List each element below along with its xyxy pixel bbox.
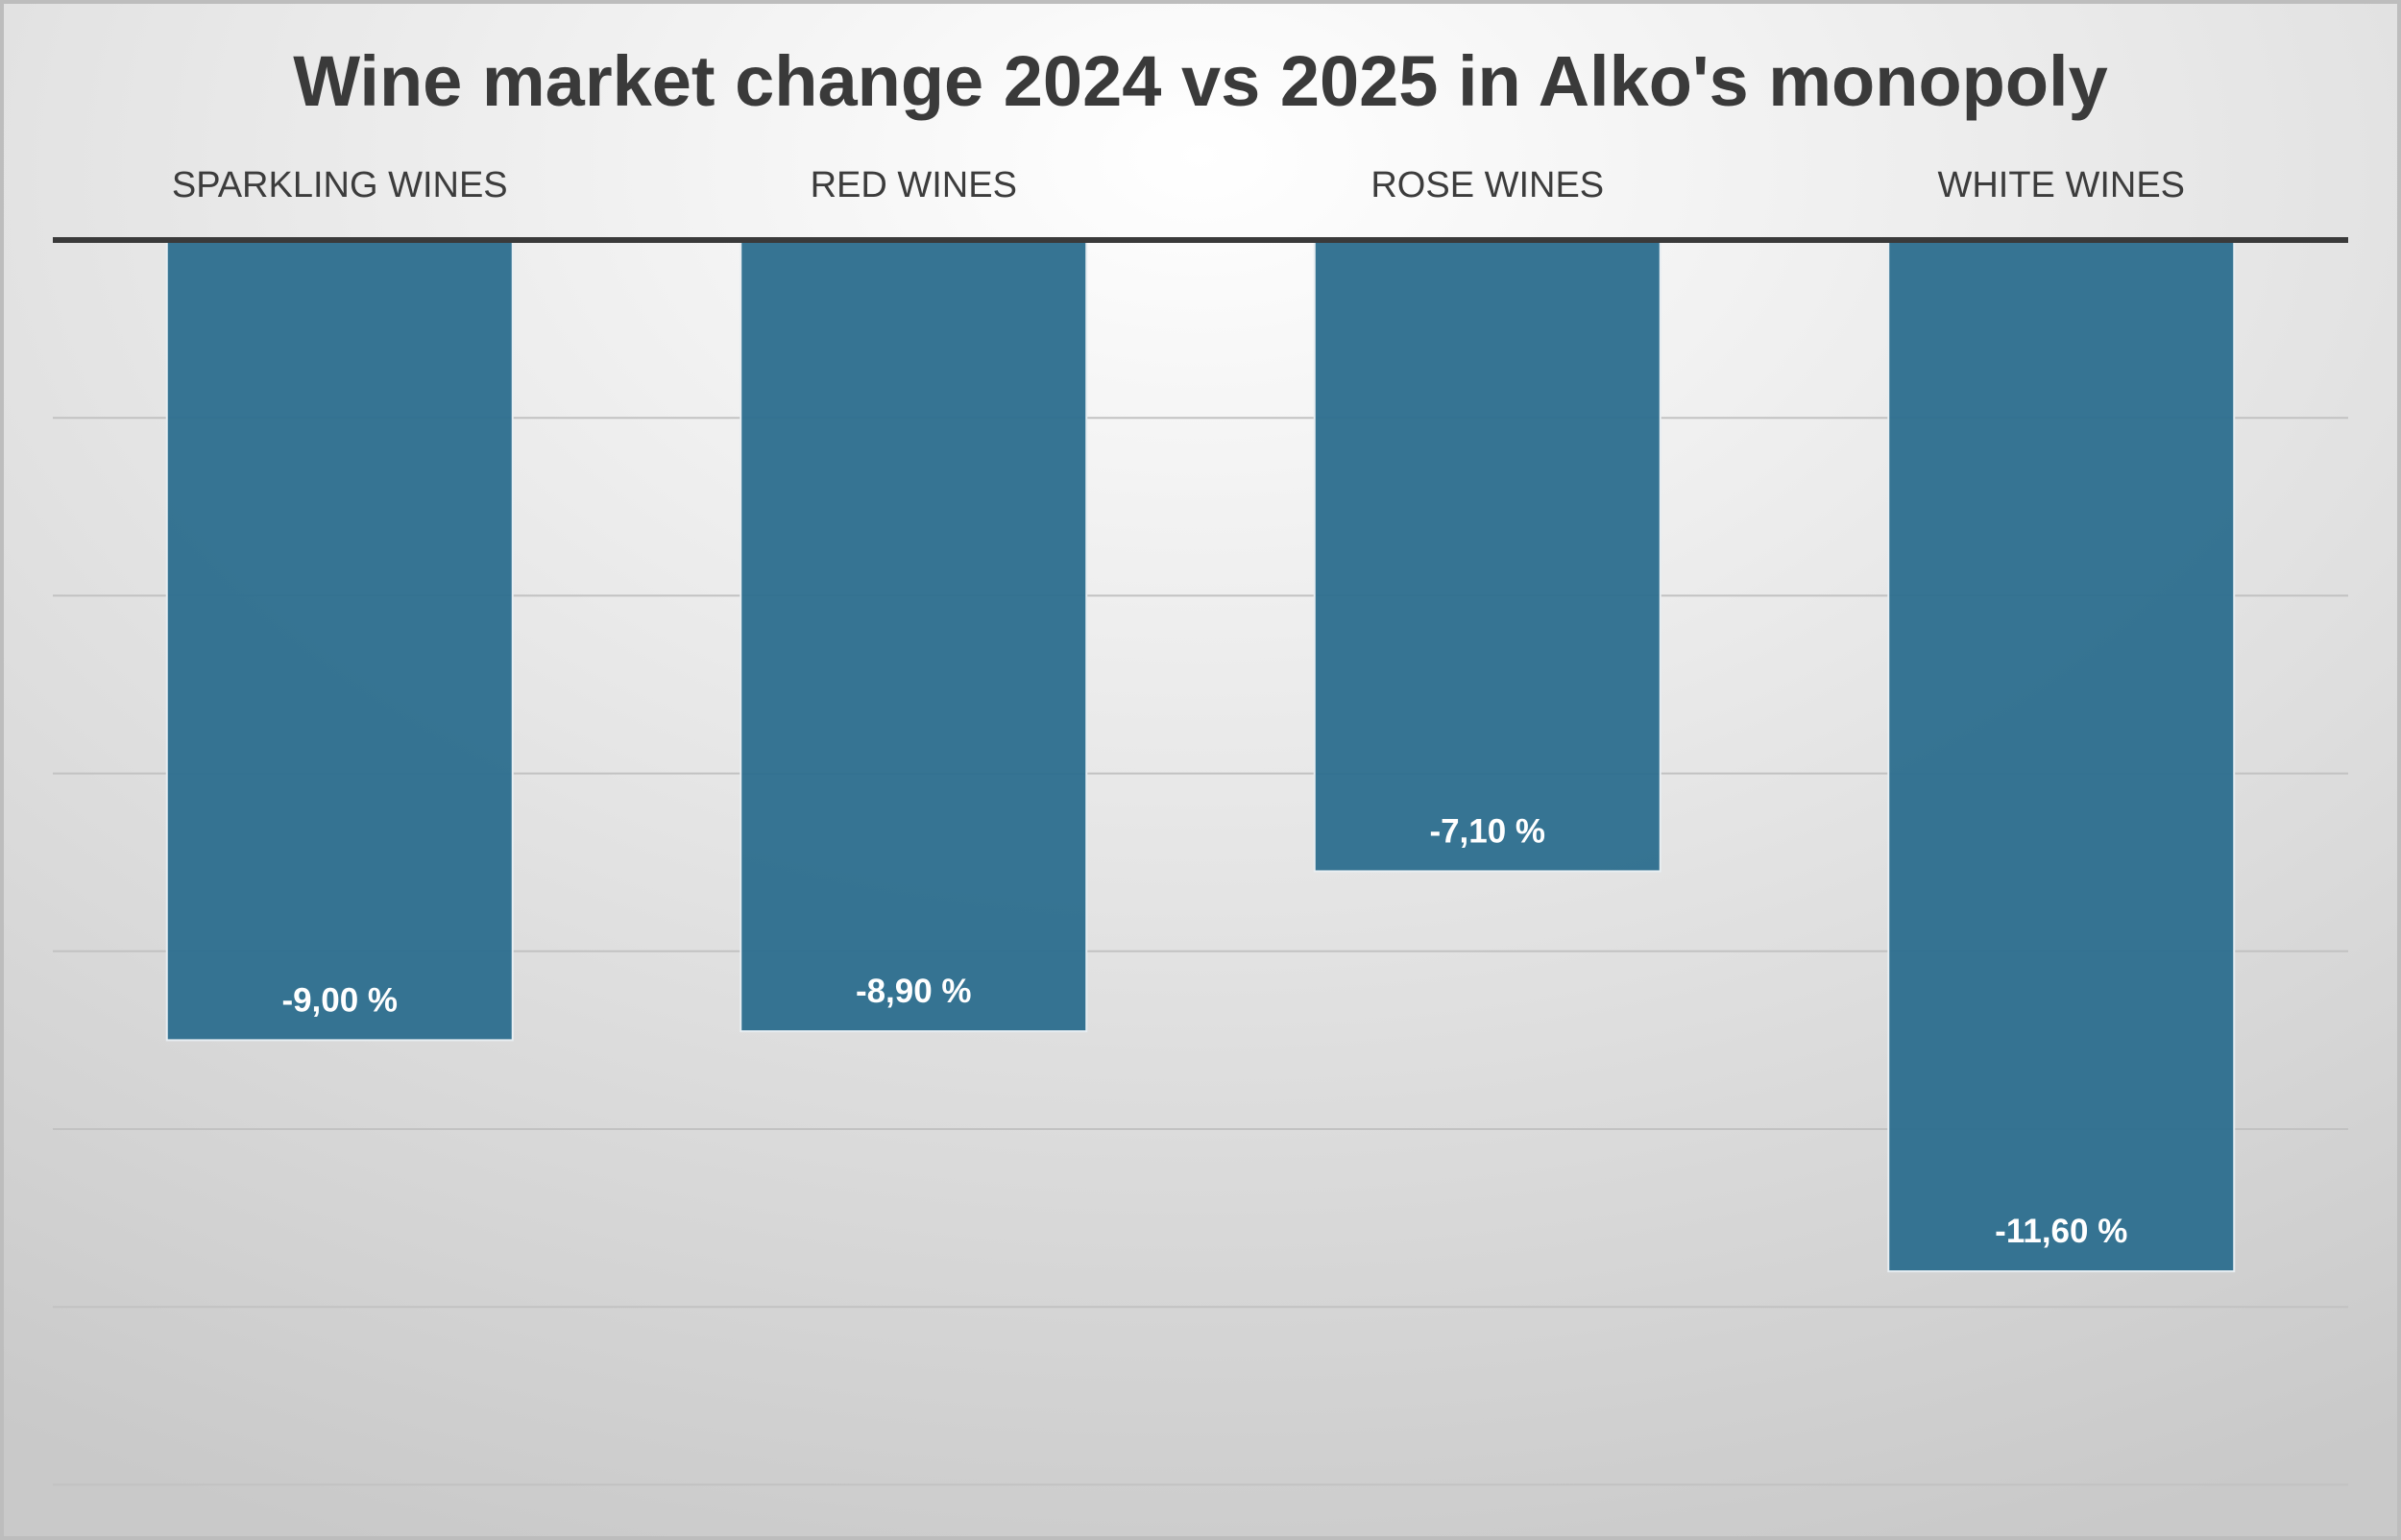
bars	[165, 239, 2236, 1273]
data-label: -7,10 %	[1429, 812, 1545, 850]
bar	[1313, 239, 1661, 873]
data-label: -8,90 %	[856, 973, 972, 1010]
category-label: RED WINES	[811, 165, 1017, 205]
bar	[1887, 239, 2236, 1273]
category-label: SPARKLING WINES	[172, 165, 508, 205]
chart-title: Wine market change 2024 vs 2025 in Alko'…	[293, 41, 2108, 121]
data-label: -11,60 %	[1995, 1213, 2127, 1250]
category-label: ROSE WINES	[1370, 165, 1604, 205]
category-labels: SPARKLING WINES RED WINES ROSE WINES WHITE …	[172, 165, 2185, 205]
data-labels: -9,00 % -8,90 % -7,10 % -11,60 %	[281, 812, 2127, 1250]
data-label: -9,00 %	[281, 981, 398, 1019]
bar	[740, 239, 1088, 1033]
category-label: WHITE WINES	[1937, 165, 2185, 205]
bar	[165, 239, 514, 1042]
